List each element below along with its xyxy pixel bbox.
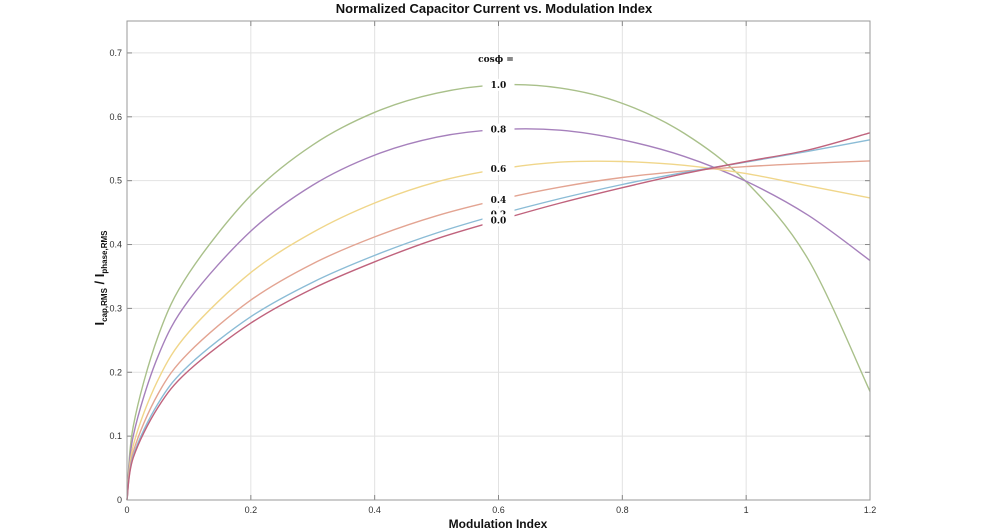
x-tick-label: 1.2 <box>864 505 877 515</box>
series-label-0-8: 0.8 <box>491 126 507 136</box>
series-label-bg <box>482 78 515 91</box>
x-tick-label: 1 <box>744 505 749 515</box>
series-label-bg <box>482 163 515 176</box>
series-label-0-6: 0.6 <box>491 165 507 175</box>
series-label-bg <box>482 193 515 206</box>
series-label-bg <box>482 214 515 227</box>
y-tick-label: 0.3 <box>109 303 122 313</box>
x-axis-title: Modulation Index <box>449 517 548 531</box>
x-tick-label: 0.4 <box>368 505 381 515</box>
series-label-0-4: 0.4 <box>491 196 507 206</box>
series-line-0-6 <box>126 160 871 501</box>
x-tick-label: 0.8 <box>616 505 629 515</box>
y-tick-label: 0.6 <box>109 112 122 122</box>
x-tick-label: 0 <box>124 505 129 515</box>
grid-lines <box>126 21 871 501</box>
y-axis-title: Icap,RMS / Iphase,RMS <box>92 230 109 326</box>
chart-title: Normalized Capacitor Current vs. Modulat… <box>336 1 653 16</box>
tick-labels: 0 0.2 0.4 0.6 0.8 1 1.2 0 0.1 0.2 0.3 0.4 0.5 0.6 0.7 <box>109 48 876 515</box>
y-tick-label: 0.7 <box>109 48 122 58</box>
series-label-0-0: 0.0 <box>491 216 507 226</box>
series-labels: 1.00.80.60.40.20.0 <box>482 78 515 227</box>
y-tick-label: 0.4 <box>109 240 122 250</box>
plot-frame <box>126 20 871 501</box>
y-tick-label: 0.2 <box>109 367 122 377</box>
x-tick-label: 0.6 <box>492 505 505 515</box>
x-tick-label: 0.2 <box>245 505 258 515</box>
series-label-1-0: 1.0 <box>491 81 507 91</box>
y-tick-label: 0.1 <box>109 431 122 441</box>
series-line-0-4 <box>126 160 871 501</box>
y-tick-label: 0 <box>117 495 122 505</box>
y-tick-label: 0.5 <box>109 176 122 186</box>
series-group <box>126 83 871 501</box>
series-line-0-8 <box>126 128 871 501</box>
legend-header: cosϕ = <box>478 55 514 65</box>
series-label-bg <box>482 123 515 136</box>
series-line-0-0 <box>126 132 871 501</box>
